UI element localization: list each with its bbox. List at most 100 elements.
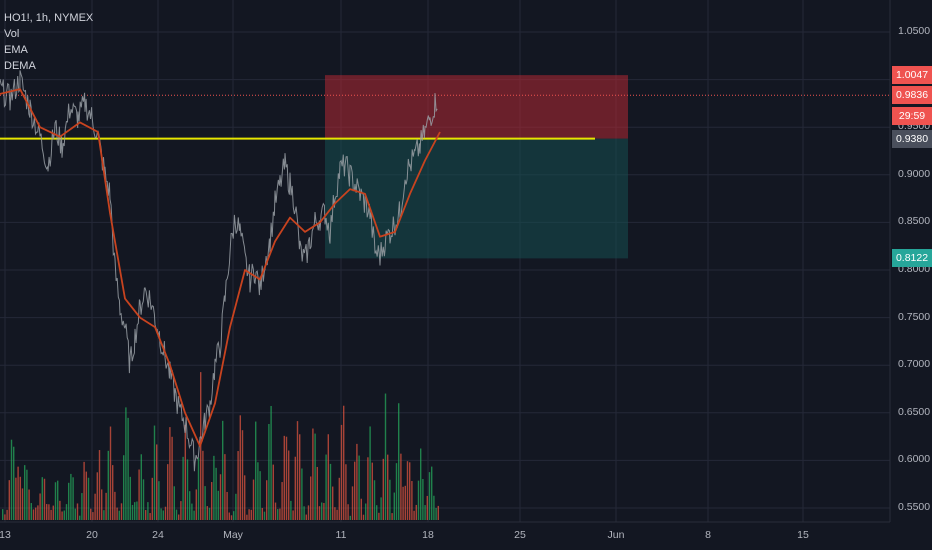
- volume-bar: [437, 505, 439, 520]
- volume-bar: [365, 503, 367, 520]
- volume-bar: [428, 472, 431, 520]
- x-tick-label: 13: [0, 529, 11, 541]
- volume-bar: [274, 502, 277, 520]
- price-lines: [0, 70, 890, 472]
- volume-bar: [147, 502, 149, 520]
- volume-bar: [367, 457, 369, 520]
- symbol-label[interactable]: HO1!, 1h, NYMEX: [4, 12, 94, 24]
- y-tick-label: 0.7500: [898, 310, 931, 323]
- volume-bar: [248, 509, 250, 520]
- volume-bar: [151, 477, 153, 520]
- volume-bar: [213, 455, 215, 520]
- volume-bar: [343, 405, 345, 520]
- volume-bar: [112, 465, 114, 520]
- volume-bar: [125, 407, 127, 520]
- volume-bar: [301, 468, 303, 520]
- volume-bar: [74, 508, 76, 520]
- volume-bar: [184, 424, 186, 520]
- volume-bar: [127, 417, 129, 520]
- volume-bar: [59, 500, 61, 520]
- volume-bar: [351, 486, 354, 520]
- volume-bar: [211, 482, 213, 520]
- volume-bar: [404, 485, 406, 520]
- volume-bar: [228, 512, 230, 520]
- volume-bar: [296, 421, 299, 520]
- volume-bar: [334, 507, 336, 520]
- volume-bar: [263, 511, 266, 520]
- x-tick-label: 24: [152, 529, 164, 541]
- volume-bar: [281, 482, 283, 520]
- volume-bar: [230, 515, 233, 520]
- volume-bar: [193, 510, 195, 520]
- volume-bar: [92, 512, 94, 520]
- volume-bar: [116, 507, 118, 520]
- volume-bar: [389, 479, 391, 520]
- volume-bar: [10, 439, 13, 520]
- volume-bar: [244, 475, 246, 520]
- volume-bar: [241, 430, 244, 520]
- volume-bar: [318, 506, 321, 520]
- volume-bar: [215, 467, 217, 520]
- volume-bar: [376, 505, 378, 520]
- price-tag-target: 0.8122: [892, 249, 932, 268]
- price-tag-countdown: 29:59: [892, 106, 932, 125]
- volume-bar: [134, 502, 136, 520]
- volume-bar: [39, 493, 41, 520]
- volume-bar: [285, 436, 288, 520]
- volume-bar: [41, 477, 43, 520]
- volume-bar: [400, 453, 402, 520]
- volume-bar: [202, 450, 204, 520]
- volume-bar: [378, 512, 380, 520]
- volume-bar: [96, 472, 98, 520]
- volume-bar: [6, 509, 8, 520]
- volume-bar: [402, 486, 404, 520]
- stop-loss-zone: [325, 75, 628, 139]
- volume-bar: [323, 502, 325, 520]
- volume-bar: [76, 503, 79, 520]
- volume-bar: [224, 454, 226, 520]
- volume-bar: [2, 509, 4, 520]
- volume-bar: [50, 509, 52, 520]
- volume-bar: [72, 477, 74, 520]
- y-tick-label: 0.7000: [898, 358, 931, 371]
- volume-bar: [395, 463, 398, 520]
- x-tick-label: 18: [422, 529, 434, 541]
- volume-bar: [303, 506, 305, 520]
- volume-bar: [98, 450, 101, 520]
- volume-bar: [145, 510, 147, 520]
- volume-bar: [191, 503, 193, 520]
- volume-bar: [283, 435, 285, 520]
- volume-bar: [43, 478, 46, 520]
- volume-bar: [164, 506, 167, 520]
- ema-indicator-label[interactable]: EMA: [4, 44, 28, 56]
- dema-indicator-label[interactable]: DEMA: [4, 60, 36, 72]
- volume-bar: [261, 508, 263, 520]
- volume-bar: [294, 456, 296, 520]
- volume-bar: [37, 505, 39, 520]
- volume-bar: [63, 510, 65, 520]
- volume-bar: [114, 491, 116, 520]
- volume-bar: [382, 458, 384, 520]
- volume-bar: [17, 466, 19, 520]
- x-tick-label: 11: [335, 529, 347, 541]
- volume-bar: [156, 444, 158, 520]
- volume-bar: [338, 477, 340, 520]
- volume-bar: [54, 482, 57, 520]
- volume-bar: [371, 462, 373, 520]
- volume-bar: [4, 514, 6, 520]
- volume-bar: [19, 476, 21, 520]
- volume-bar: [52, 505, 54, 520]
- volume-bar: [173, 486, 175, 520]
- volume-bar: [321, 502, 323, 520]
- volume-bar: [8, 480, 10, 520]
- x-tick-label: 25: [514, 529, 526, 541]
- volume-bar: [178, 514, 180, 520]
- volume-bar: [120, 503, 123, 520]
- volume-bar: [277, 509, 279, 520]
- volume-bar: [57, 480, 59, 520]
- volume-indicator-label[interactable]: Vol: [4, 28, 20, 40]
- volume-bar: [354, 461, 356, 520]
- volume-bar: [70, 473, 72, 520]
- volume-bar: [186, 459, 189, 520]
